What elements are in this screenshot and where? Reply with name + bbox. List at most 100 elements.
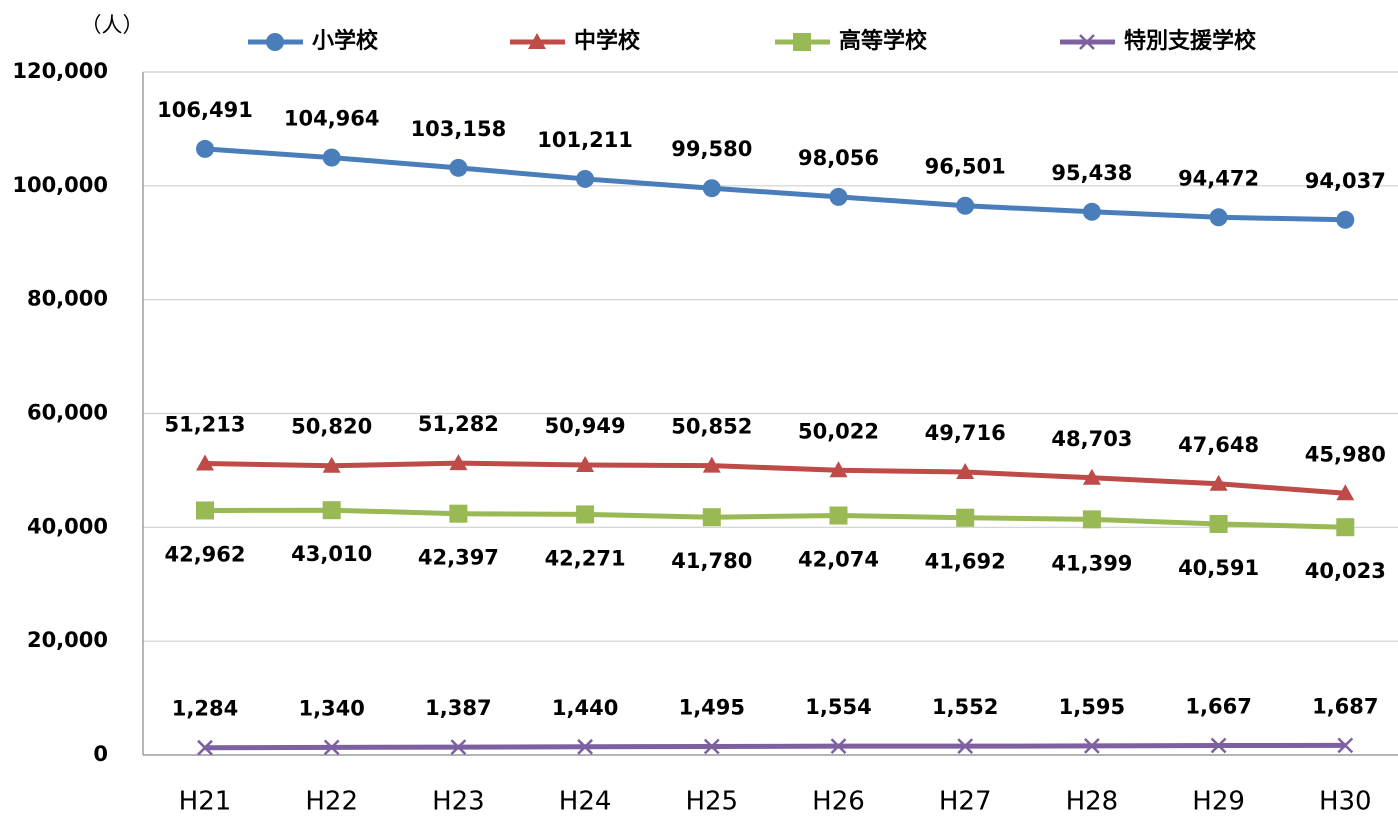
data-label: 99,580 (671, 137, 752, 161)
x-tick-label: H23 (432, 787, 485, 817)
data-label: 98,056 (798, 146, 879, 170)
data-label: 50,022 (798, 419, 879, 443)
series-line (204, 460, 1346, 496)
y-unit-label: （人） (81, 13, 144, 37)
marker (449, 158, 468, 177)
marker (830, 738, 847, 755)
data-label: 47,648 (1178, 433, 1259, 457)
legend-label: 特別支援学校 (1124, 28, 1257, 54)
data-label: 48,703 (1051, 427, 1132, 451)
marker (1209, 208, 1228, 227)
data-label: 106,491 (157, 98, 253, 122)
marker (450, 739, 467, 755)
data-label: 51,282 (418, 412, 499, 436)
data-label: 43,010 (291, 542, 372, 566)
data-label: 104,964 (284, 107, 380, 131)
data-label: 1,284 (172, 697, 238, 721)
data-label: 101,211 (537, 128, 633, 152)
legend-label: 小学校 (312, 28, 379, 54)
legend-marker (1079, 34, 1095, 50)
x-tick-label: H29 (1192, 787, 1245, 817)
data-label: 50,949 (545, 414, 626, 438)
y-tick-label: 60,000 (27, 401, 108, 425)
marker (576, 505, 595, 524)
legend-marker (793, 33, 811, 51)
y-tick-label: 100,000 (12, 173, 108, 197)
marker (829, 506, 848, 525)
data-label: 96,501 (925, 155, 1006, 179)
data-label: 42,271 (545, 546, 626, 570)
data-label: 1,687 (1312, 694, 1378, 718)
data-label: 1,595 (1059, 695, 1125, 719)
marker (702, 179, 721, 198)
marker (956, 196, 975, 215)
x-tick-label: H26 (812, 787, 865, 817)
marker (1082, 468, 1101, 485)
y-tick-label: 0 (93, 742, 108, 766)
marker (322, 148, 341, 167)
x-tick-label: H24 (559, 787, 612, 817)
y-tick-label: 40,000 (27, 514, 108, 538)
marker (956, 463, 975, 480)
data-label: 1,495 (679, 695, 745, 719)
data-label: 1,387 (425, 696, 491, 720)
series-line (204, 742, 1346, 751)
marker (576, 169, 595, 188)
marker (577, 738, 593, 755)
series-line (204, 146, 1346, 223)
marker (702, 456, 721, 473)
data-label: 42,074 (798, 548, 879, 572)
marker (576, 456, 595, 473)
marker (322, 501, 341, 520)
legend-marker (266, 33, 284, 51)
data-label: 1,667 (1185, 695, 1251, 719)
x-tick-label: H30 (1319, 787, 1372, 817)
data-label: 40,591 (1178, 556, 1259, 580)
data-label: 94,472 (1178, 166, 1259, 190)
y-tick-label: 120,000 (12, 59, 108, 83)
marker (1082, 202, 1101, 221)
data-label: 45,980 (1305, 442, 1386, 466)
marker (196, 139, 214, 158)
data-label: 1,340 (298, 696, 364, 720)
marker (1084, 738, 1100, 754)
data-label: 1,552 (932, 695, 998, 719)
marker (956, 508, 975, 527)
marker (957, 738, 974, 755)
data-label: 49,716 (925, 421, 1006, 445)
data-label: 42,962 (164, 542, 245, 566)
data-label: 50,820 (291, 415, 372, 439)
marker (449, 454, 468, 471)
marker (1209, 474, 1228, 491)
x-tick-label: H25 (685, 787, 738, 817)
marker (1082, 510, 1101, 529)
data-label: 51,213 (164, 413, 245, 437)
marker (323, 739, 340, 756)
legend-marker (528, 33, 546, 49)
series-line (204, 507, 1346, 530)
data-label: 1,440 (552, 696, 618, 720)
data-label: 95,438 (1051, 161, 1132, 185)
marker (703, 738, 720, 755)
data-label: 103,158 (411, 117, 507, 141)
data-label: 42,397 (418, 546, 499, 570)
marker (1336, 210, 1355, 229)
x-tick-label: H21 (179, 787, 232, 817)
marker (196, 501, 214, 520)
x-tick-label: H28 (1066, 787, 1119, 817)
marker (197, 739, 213, 756)
x-tick-label: H27 (939, 787, 992, 817)
x-tick-label: H22 (305, 787, 358, 817)
marker (322, 456, 341, 473)
data-label: 50,852 (671, 415, 752, 439)
marker (829, 187, 848, 206)
marker (702, 508, 721, 527)
marker (449, 504, 468, 523)
y-tick-label: 20,000 (27, 628, 108, 652)
data-label: 94,037 (1305, 169, 1386, 193)
data-label: 41,692 (925, 550, 1006, 574)
y-tick-label: 80,000 (27, 287, 108, 311)
data-label: 41,780 (671, 549, 752, 573)
marker (829, 461, 848, 478)
